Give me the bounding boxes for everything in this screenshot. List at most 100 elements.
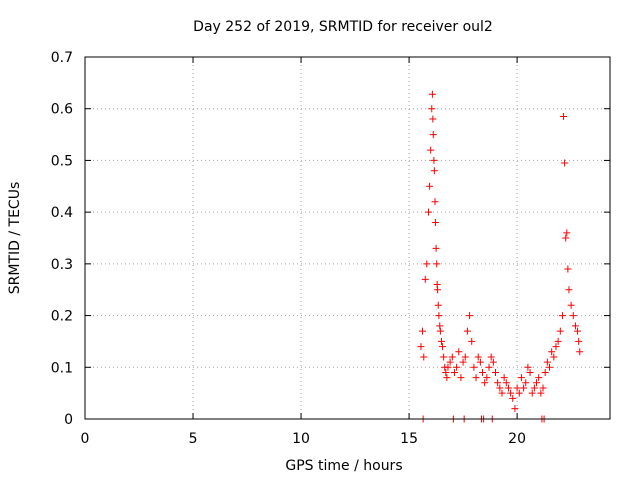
data-point (421, 275, 429, 283)
data-point (561, 159, 569, 167)
x-tick-label: 20 (508, 431, 526, 447)
data-point (569, 312, 577, 320)
data-point (571, 322, 579, 330)
data-point (487, 353, 495, 361)
data-point (494, 379, 502, 387)
data-point (522, 379, 530, 387)
data-point (485, 363, 493, 371)
x-tick-label: 5 (189, 431, 198, 447)
data-point (434, 286, 442, 294)
data-point (466, 312, 474, 320)
data-point (425, 208, 433, 216)
y-tick-label: 0.7 (51, 50, 73, 66)
data-point (564, 265, 572, 273)
data-point (428, 105, 436, 113)
y-tick-label: 0.4 (51, 205, 73, 221)
data-point (437, 337, 445, 345)
data-point (560, 112, 568, 120)
data-point (476, 358, 484, 366)
data-point (442, 368, 450, 376)
data-point (530, 384, 538, 392)
data-point (511, 405, 519, 413)
data-point (550, 353, 558, 361)
y-axis-label: SRMTID / TECUs (7, 182, 23, 295)
data-point (434, 301, 442, 309)
data-point (431, 198, 439, 206)
y-tick-label: 0 (64, 412, 73, 428)
y-tick-label: 0.5 (51, 153, 73, 169)
y-tick-label: 0.6 (51, 102, 73, 118)
y-tick-label: 0.2 (51, 309, 73, 325)
data-point (554, 337, 562, 345)
data-point (537, 389, 545, 397)
data-point (504, 384, 512, 392)
data-point (491, 368, 499, 376)
data-point (496, 384, 504, 392)
data-point (431, 218, 439, 226)
data-point (539, 384, 547, 392)
data-point (474, 353, 482, 361)
data-point (428, 90, 436, 98)
data-point (479, 368, 487, 376)
data-point (430, 167, 438, 175)
data-point (468, 337, 476, 345)
data-point (436, 322, 444, 330)
data-point (461, 353, 469, 361)
data-point (515, 389, 523, 397)
data-point (548, 348, 556, 356)
data-point (417, 343, 425, 351)
data-point (427, 146, 435, 154)
x-tick-label: 0 (81, 431, 90, 447)
data-point (526, 368, 534, 376)
data-point (502, 379, 510, 387)
data-point (524, 363, 532, 371)
data-point (520, 384, 528, 392)
y-tick-label: 0.3 (51, 257, 73, 273)
data-point (444, 363, 452, 371)
data-point (543, 358, 551, 366)
data-point (546, 363, 554, 371)
data-point (429, 131, 437, 139)
data-point (575, 337, 583, 345)
data-point (446, 358, 454, 366)
data-point (533, 379, 541, 387)
data-point (455, 348, 463, 356)
data-point (433, 260, 441, 268)
x-tick-label: 15 (400, 431, 418, 447)
data-point (562, 234, 570, 242)
y-tick-label: 0.1 (51, 360, 73, 376)
data-point (453, 363, 461, 371)
data-point (565, 286, 573, 294)
data-point (423, 260, 431, 268)
data-point (450, 368, 458, 376)
data-point (430, 156, 438, 164)
data-point (509, 394, 517, 402)
data-point (457, 374, 465, 382)
data-point (552, 343, 560, 351)
x-axis-label: GPS time / hours (285, 458, 402, 474)
chart-title: Day 252 of 2019, SRMTID for receiver oul… (193, 19, 493, 35)
data-point (558, 312, 566, 320)
data-point (513, 384, 521, 392)
data-point (429, 115, 437, 123)
data-point (432, 244, 440, 252)
data-point (489, 358, 497, 366)
data-point (459, 358, 467, 366)
data-point (481, 379, 489, 387)
data-point (418, 327, 426, 335)
data-point (500, 374, 508, 382)
data-point (435, 312, 443, 320)
data-point (443, 374, 451, 382)
data-point (470, 363, 478, 371)
data-point (483, 374, 491, 382)
data-points (417, 90, 584, 423)
data-point (439, 343, 447, 351)
data-point (517, 374, 525, 382)
data-point (472, 374, 480, 382)
data-point (436, 327, 444, 335)
data-point (426, 182, 434, 190)
data-point (556, 327, 564, 335)
data-point (528, 389, 536, 397)
data-point (440, 353, 448, 361)
grid (85, 57, 610, 419)
